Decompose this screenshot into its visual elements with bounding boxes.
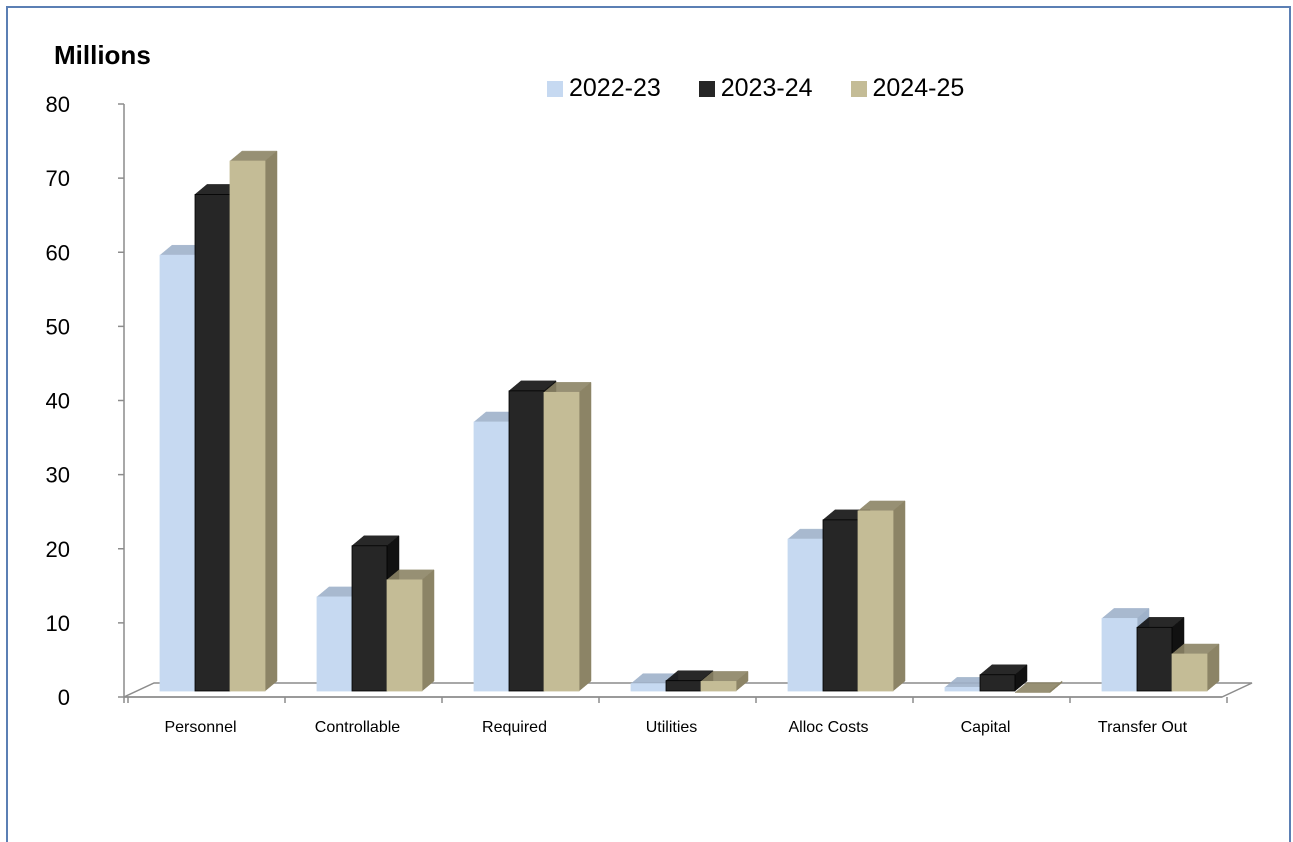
x-category-label-transfer-out: Transfer Out — [1098, 719, 1188, 736]
x-category-label-required: Required — [482, 719, 547, 736]
legend-item-2024-25: 2024-25 — [850, 74, 965, 103]
bar-utilities-2022-23 — [630, 683, 667, 692]
legend: 2022-23 2023-24 2024-25 — [547, 74, 964, 103]
bar-side-controllable-2024-25 — [421, 569, 435, 692]
legend-swatch-2024-25 — [850, 80, 867, 97]
chart-frame — [6, 6, 1291, 842]
legend-item-2023-24: 2023-24 — [698, 74, 813, 103]
y-tick-label: 60 — [46, 240, 70, 265]
x-category-label-capital: Capital — [961, 719, 1011, 736]
bar-transfer-out-2024-25 — [1171, 653, 1208, 692]
bar-required-2022-23 — [473, 421, 510, 692]
bar-required-2024-25 — [543, 391, 580, 692]
bar-controllable-2022-23 — [316, 596, 353, 692]
y-tick-label: 80 — [46, 92, 70, 117]
bar-alloc-costs-2023-24 — [822, 519, 859, 692]
bar-side-personnel-2024-25 — [264, 150, 278, 692]
legend-swatch-2022-23 — [547, 80, 563, 97]
bar-required-2023-24 — [508, 390, 545, 692]
y-tick-label: 40 — [46, 389, 70, 414]
legend-label-2022-23: 2022-23 — [569, 74, 661, 102]
legend-item-2022-23: 2022-23 — [547, 74, 661, 103]
legend-swatch-2023-24 — [698, 80, 715, 97]
y-tick-label: 10 — [46, 611, 70, 636]
bar-capital-2022-23 — [944, 686, 981, 692]
y-tick-label: 30 — [46, 463, 70, 488]
bar-controllable-2024-25 — [386, 579, 423, 692]
bar-side-required-2024-25 — [578, 381, 592, 692]
bar-utilities-2024-25 — [700, 681, 737, 692]
bar-personnel-2023-24 — [194, 194, 231, 692]
bar-alloc-costs-2024-25 — [857, 510, 894, 692]
bar-controllable-2023-24 — [351, 545, 388, 692]
bar-transfer-out-2022-23 — [1101, 618, 1138, 692]
x-category-label-alloc-costs: Alloc Costs — [788, 719, 868, 736]
x-category-label-personnel: Personnel — [164, 719, 236, 736]
y-tick-label: 0 — [58, 685, 70, 710]
bar-capital-2023-24 — [979, 674, 1016, 692]
bar-alloc-costs-2022-23 — [787, 538, 824, 692]
legend-label-2023-24: 2023-24 — [720, 74, 813, 102]
x-category-label-controllable: Controllable — [315, 719, 400, 736]
y-tick-label: 20 — [46, 537, 70, 562]
y-tick-label: 50 — [46, 314, 70, 339]
bar-transfer-out-2023-24 — [1136, 626, 1173, 692]
bar-personnel-2024-25 — [229, 160, 266, 692]
bar-side-alloc-costs-2024-25 — [892, 500, 906, 692]
y-tick-label: 70 — [46, 166, 70, 191]
bar-utilities-2023-24 — [665, 680, 702, 692]
bar-top-capital-2024-25 — [1014, 682, 1063, 693]
y-axis-unit-label: Millions — [54, 40, 151, 70]
x-category-label-utilities: Utilities — [646, 719, 698, 736]
bar-personnel-2022-23 — [159, 254, 196, 692]
legend-label-2024-25: 2024-25 — [872, 74, 965, 102]
